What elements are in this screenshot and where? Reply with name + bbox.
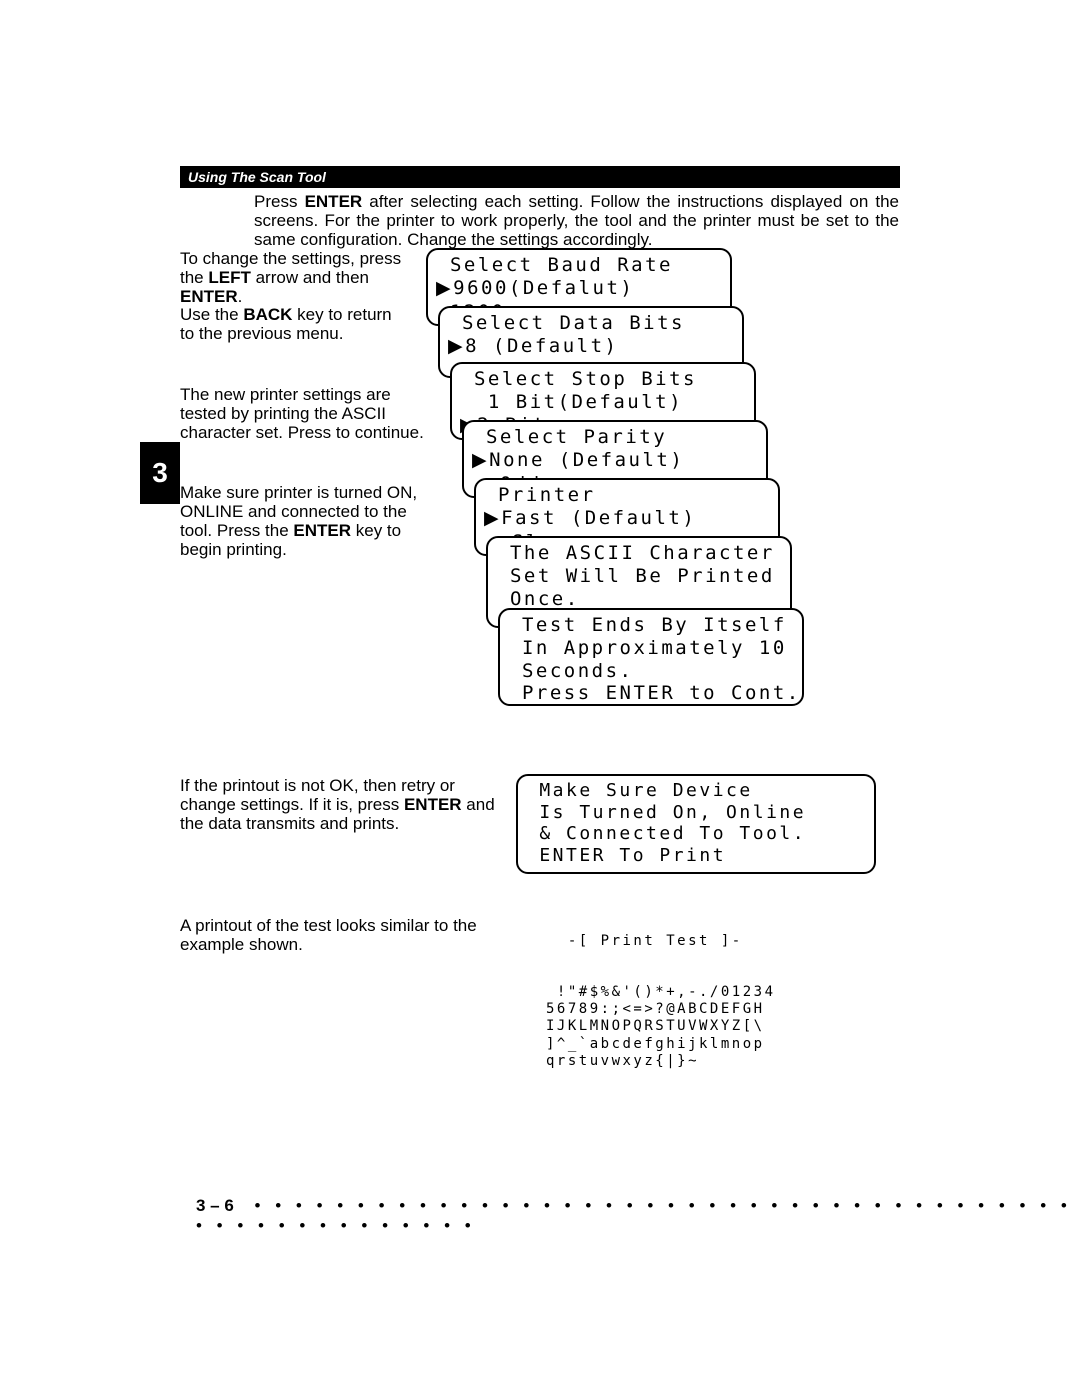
lcd-line: & Connected To Tool.	[526, 823, 866, 845]
lcd-line: 1 Bit(Default)	[460, 391, 746, 414]
print-test-line: ]^_`abcdefghijklmnop	[546, 1036, 765, 1052]
lcd-screen-test-ends: Test Ends By Itself In Approximately 10 …	[498, 608, 804, 706]
lcd-line: Is Turned On, Online	[526, 802, 866, 824]
page-footer: 3 – 6 • • • • • • • • • • • • • • • • • …	[196, 1196, 1080, 1236]
lcd-line: ▶8 (Default)	[448, 335, 734, 359]
lcd-line: Test Ends By Itself	[508, 614, 794, 637]
instruction-change: To change the settings, press the LEFT a…	[180, 249, 405, 306]
instruction-retry: If the printout is not OK, then retry or…	[180, 776, 510, 833]
lcd-screen-device: Make Sure Device Is Turned On, Online & …	[516, 774, 876, 874]
lcd-line: Select Data Bits	[448, 312, 734, 335]
lcd-line: ▶None (Default)	[472, 449, 758, 473]
instruction-back: Use the BACK key to return to the previo…	[180, 305, 405, 343]
lcd-line: The ASCII Character	[496, 542, 782, 565]
section-title: Using The Scan Tool	[188, 169, 326, 185]
lcd-line: Select Stop Bits	[460, 368, 746, 391]
lcd-line: Press ENTER to Cont.	[508, 682, 794, 705]
lcd-line: Once.	[496, 588, 782, 611]
print-test-line: 56789:;<=>?@ABCDEFGH	[546, 1001, 765, 1017]
print-test-title: -[ Print Test ]-	[568, 933, 743, 949]
print-test-line: qrstuvwxyz{|}~	[546, 1053, 699, 1069]
lcd-line: Make Sure Device	[526, 780, 866, 802]
lcd-line: Select Baud Rate	[436, 254, 722, 277]
lcd-line: In Approximately 10	[508, 637, 794, 660]
lcd-line: Printer	[484, 484, 770, 507]
footer-dots: • • • • • • • • • • • • • • • • • • • • …	[196, 1196, 1072, 1235]
lcd-line: ▶9600(Defalut)	[436, 277, 722, 301]
lcd-line: Set Will Be Printed	[496, 565, 782, 588]
print-test-line: IJKLMNOPQRSTUVWXYZ[\	[546, 1018, 765, 1034]
instruction-example: A printout of the test looks similar to …	[180, 916, 525, 954]
instruction-makesure: Make sure printer is turned ON, ONLINE a…	[180, 483, 425, 559]
page-number: 3 – 6	[196, 1196, 234, 1215]
intro-paragraph: Press ENTER after selecting each setting…	[254, 192, 899, 249]
lcd-line: ENTER To Print	[526, 845, 866, 867]
print-test-line: !"#$%&'()*+,-./01234	[546, 984, 776, 1000]
chapter-number: 3	[152, 457, 168, 489]
section-header: Using The Scan Tool	[180, 166, 900, 188]
lcd-line: Select Parity	[472, 426, 758, 449]
chapter-tab: 3	[140, 442, 180, 504]
lcd-line: ▶Fast (Default)	[484, 507, 770, 531]
print-test-output: -[ Print Test ]- !"#$%&'()*+,-./01234 56…	[546, 916, 776, 1070]
lcd-line: Seconds.	[508, 660, 794, 683]
instruction-test: The new printer settings are tested by p…	[180, 385, 425, 442]
